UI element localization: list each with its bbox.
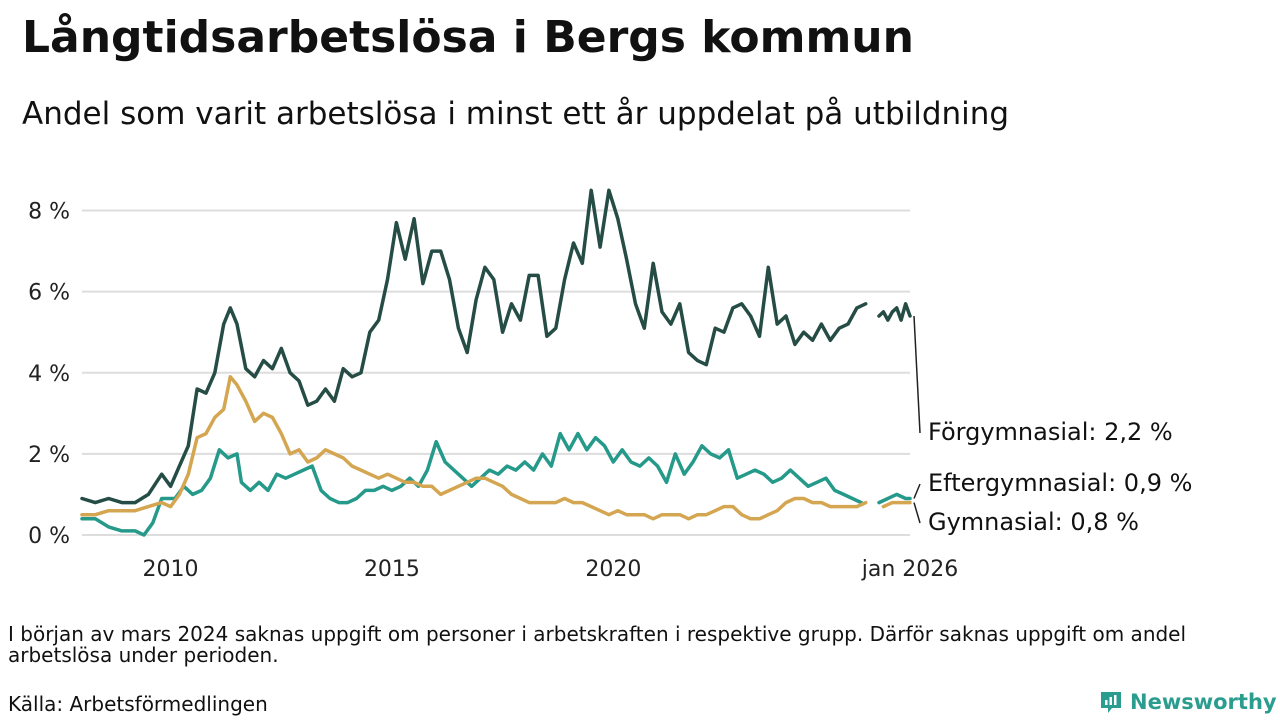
series-line-eftergymnasial [877,492,912,505]
series-line-gymnasial [881,500,912,509]
line-chart: 0 % 2 % 4 % 6 % 8 % 2010 2015 2020 jan 2026 För… [28,188,1192,582]
series-lines [80,188,912,537]
series-label-gymnasial: Gymnasial: 0,8 % [928,508,1139,536]
chart-title: Långtidsarbetslösa i Bergs kommun [22,12,914,63]
newsworthy-logo-icon [1101,692,1121,713]
source-credit: Källa: Arbetsförmedlingen [8,692,268,716]
x-tick-label: jan 2026 [861,557,959,582]
label-leader-line [913,315,921,434]
label-leader-line [913,483,921,499]
brand-logo: Newsworthy [1098,686,1277,718]
y-tick-label: 0 % [28,524,70,549]
x-tick-label: 2015 [364,557,420,582]
series-line-eftergymnasial [80,431,864,537]
x-tick-label: 2010 [143,557,199,582]
series-labels: Förgymnasial: 2,2 % Eftergymnasial: 0,9 %… [913,315,1192,536]
y-axis-ticks: 0 % 2 % 4 % 6 % 8 % [28,200,70,549]
label-leader-line [913,502,921,524]
y-tick-label: 2 % [28,443,70,468]
series-label-eftergymnasial: Eftergymnasial: 0,9 % [928,469,1192,497]
y-tick-label: 8 % [28,200,70,225]
x-tick-label: 2020 [585,557,641,582]
footnote: I början av mars 2024 saknas uppgift om … [8,622,1187,667]
y-tick-label: 6 % [28,281,70,306]
brand-name: Newsworthy [1130,690,1277,714]
series-line-förgymnasial [877,302,912,322]
series-line-förgymnasial [80,188,868,505]
series-label-förgymnasial: Förgymnasial: 2,2 % [928,418,1173,446]
chart-subtitle: Andel som varit arbetslösa i minst ett å… [22,96,1010,132]
series-line-gymnasial [80,375,868,521]
y-tick-label: 4 % [28,362,70,387]
x-axis-ticks: 2010 2015 2020 jan 2026 [143,557,959,582]
